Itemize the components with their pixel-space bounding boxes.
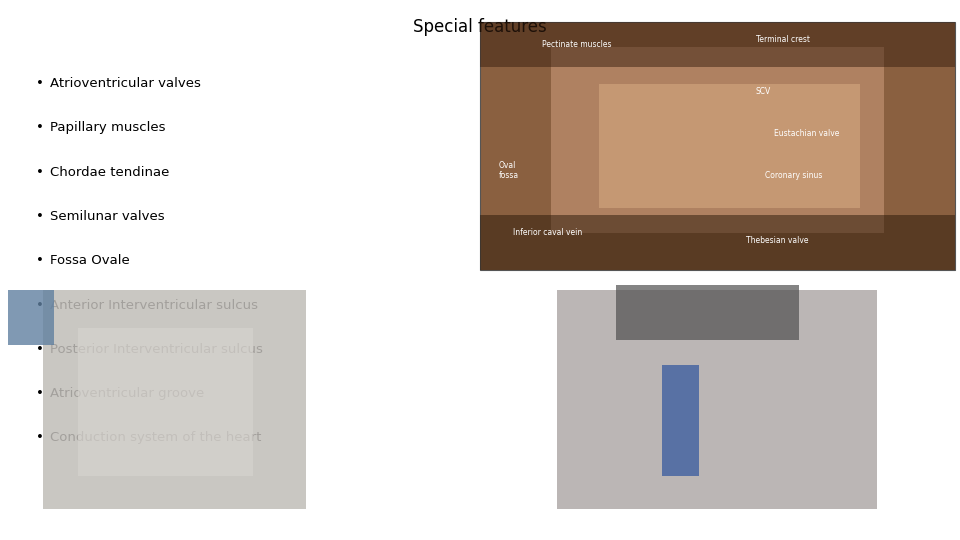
Bar	[8, 291, 54, 345]
Bar	[616, 286, 800, 340]
Bar	[599, 84, 860, 208]
Text: Anterior Interventricular sulcus: Anterior Interventricular sulcus	[51, 299, 258, 312]
Text: Chordae tendinae: Chordae tendinae	[51, 166, 170, 179]
Text: •: •	[36, 299, 44, 312]
Bar	[557, 291, 877, 509]
Bar	[488, 278, 946, 526]
Text: •: •	[36, 122, 44, 134]
Text: Conduction system of the heart: Conduction system of the heart	[51, 431, 262, 444]
Text: SCV: SCV	[756, 87, 771, 96]
Text: Inferior caval vein: Inferior caval vein	[514, 228, 583, 237]
Text: Special features: Special features	[413, 18, 547, 36]
Bar	[480, 22, 955, 270]
Bar	[43, 291, 305, 509]
Text: •: •	[36, 77, 44, 90]
Text: Papillary muscles: Papillary muscles	[51, 122, 166, 134]
Text: Terminal crest: Terminal crest	[756, 35, 809, 44]
Text: Pectinate muscles: Pectinate muscles	[541, 40, 612, 49]
Text: Oval
fossa: Oval fossa	[499, 161, 519, 180]
Text: •: •	[36, 343, 44, 356]
Text: •: •	[36, 210, 44, 223]
Bar	[480, 215, 955, 270]
Text: Atrioventricular valves: Atrioventricular valves	[51, 77, 202, 90]
Text: Thebesian valve: Thebesian valve	[746, 236, 808, 245]
Text: Eustachian valve: Eustachian valve	[775, 129, 840, 138]
Bar	[480, 22, 955, 66]
Bar	[78, 328, 253, 476]
Text: •: •	[36, 431, 44, 444]
Text: •: •	[36, 387, 44, 400]
Text: Atrioventricular groove: Atrioventricular groove	[51, 387, 204, 400]
Bar	[662, 365, 699, 476]
Text: Coronary sinus: Coronary sinus	[765, 171, 823, 180]
Text: Fossa Ovale: Fossa Ovale	[51, 254, 131, 267]
Text: •: •	[36, 166, 44, 179]
Text: Posterior Interventricular sulcus: Posterior Interventricular sulcus	[51, 343, 263, 356]
Bar	[551, 47, 884, 233]
Text: •: •	[36, 254, 44, 267]
Bar	[8, 278, 358, 526]
Text: Semilunar valves: Semilunar valves	[51, 210, 165, 223]
